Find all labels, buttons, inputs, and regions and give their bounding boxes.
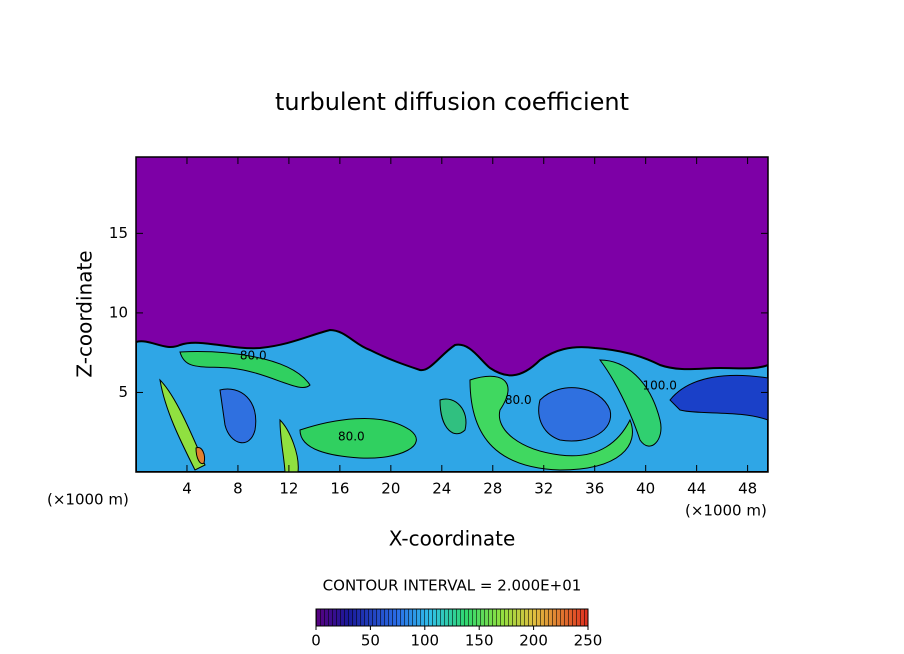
low-region <box>669 374 768 421</box>
colorbar-tick-label: 100 <box>410 632 439 650</box>
low-region <box>219 388 257 443</box>
high-region <box>598 359 662 447</box>
contour-label: 80.0 <box>338 430 365 444</box>
x-tick-label: 16 <box>330 480 349 498</box>
colorbar-tick-label: 50 <box>361 632 380 650</box>
x-tick-label: 20 <box>381 480 400 498</box>
colorbar-frame <box>315 608 589 627</box>
contour-label: 80.0 <box>505 393 532 407</box>
peak-region <box>195 446 205 465</box>
x-tick-label: 24 <box>432 480 451 498</box>
x-tick-label: 36 <box>585 480 604 498</box>
plot-frame <box>135 156 769 473</box>
x-tick-label: 44 <box>687 480 706 498</box>
x-tick-label: 4 <box>182 480 192 498</box>
field <box>136 157 768 472</box>
x-tick-label: 28 <box>483 480 502 498</box>
colorbar-tick-label: 0 <box>311 632 321 650</box>
chart-title: turbulent diffusion coefficient <box>275 88 629 116</box>
low-region <box>538 387 612 442</box>
y-tick-label: 10 <box>109 303 128 321</box>
x-axis-label: X-coordinate <box>389 527 516 551</box>
colorbar-tick-label: 150 <box>465 632 494 650</box>
x-unit-label: (×1000 m) <box>685 502 767 520</box>
high-region <box>299 418 417 459</box>
high-region <box>159 378 206 471</box>
high-region <box>469 375 633 471</box>
y-tick-label: 15 <box>109 224 128 242</box>
high-region <box>439 398 467 435</box>
high-region <box>279 418 299 472</box>
contour-interval: CONTOUR INTERVAL = 2.000E+01 <box>323 577 582 595</box>
colorbar-tick-label: 250 <box>574 632 603 650</box>
x-tick-label: 48 <box>738 480 757 498</box>
x-tick-label: 32 <box>534 480 553 498</box>
x-tick-label: 40 <box>636 480 655 498</box>
x-unit-label: (×1000 m) <box>47 491 129 509</box>
x-tick-label: 8 <box>233 480 243 498</box>
y-tick-label: 5 <box>118 383 128 401</box>
contour-label: 100.0 <box>643 379 677 393</box>
contour-label: 80.0 <box>240 348 267 362</box>
x-tick-label: 12 <box>279 480 298 498</box>
colorbar-tick-label: 200 <box>519 632 548 650</box>
y-axis-label: Z-coordinate <box>73 250 97 377</box>
high-region <box>179 351 311 388</box>
